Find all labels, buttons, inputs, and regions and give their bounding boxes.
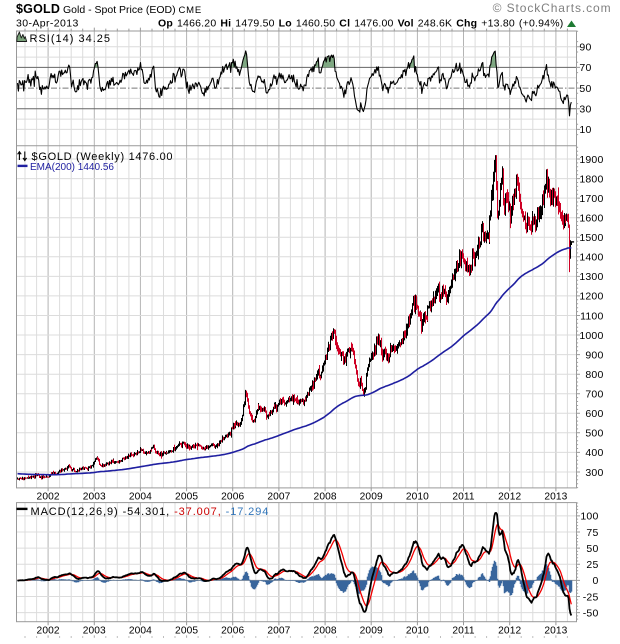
- svg-text:2002: 2002: [37, 492, 60, 503]
- svg-text:2010: 2010: [406, 492, 429, 503]
- svg-text:2004: 2004: [129, 492, 152, 503]
- svg-text:70: 70: [579, 62, 591, 74]
- svg-text:-50: -50: [583, 607, 599, 619]
- svg-text:2008: 2008: [314, 626, 337, 637]
- svg-text:2013: 2013: [544, 492, 567, 503]
- svg-text:2011: 2011: [452, 626, 475, 637]
- svg-text:2012: 2012: [498, 626, 521, 637]
- svg-text:1000: 1000: [579, 330, 603, 342]
- svg-text:1200: 1200: [579, 291, 603, 303]
- svg-text:1800: 1800: [579, 173, 603, 185]
- svg-text:2007: 2007: [267, 626, 290, 637]
- svg-text:30: 30: [579, 104, 591, 116]
- svg-text:30-Apr-2013: 30-Apr-2013: [16, 18, 79, 30]
- svg-text:2006: 2006: [221, 492, 244, 503]
- svg-text:2005: 2005: [175, 626, 198, 637]
- svg-text:2009: 2009: [360, 492, 383, 503]
- svg-text:EMA(200) 1440.56: EMA(200) 1440.56: [30, 162, 114, 173]
- svg-text:50: 50: [579, 83, 591, 95]
- svg-text:400: 400: [585, 447, 603, 459]
- svg-text:Op 1466.20 Hi 1479.50 Lo 1460.: Op 1466.20 Hi 1479.50 Lo 1460.50 Cl 1476…: [158, 18, 563, 30]
- svg-text:1700: 1700: [579, 193, 603, 205]
- svg-text:MACD(12,26,9) -54.301, -37.007: MACD(12,26,9) -54.301, -37.007, -17.294: [31, 506, 270, 518]
- svg-text:RSI(14) 34.25: RSI(14) 34.25: [30, 33, 111, 45]
- svg-text:2006: 2006: [221, 626, 244, 637]
- svg-text:$GOLD (Weekly) 1476.00: $GOLD (Weekly) 1476.00: [32, 151, 174, 163]
- svg-text:25: 25: [586, 559, 598, 571]
- svg-text:2005: 2005: [175, 492, 198, 503]
- svg-text:2008: 2008: [314, 492, 337, 503]
- svg-text:2011: 2011: [452, 492, 475, 503]
- svg-text:$GOLD: $GOLD: [16, 2, 60, 16]
- svg-text:700: 700: [585, 389, 603, 401]
- svg-text:1600: 1600: [579, 213, 603, 225]
- svg-text:800: 800: [585, 369, 603, 381]
- svg-text:2003: 2003: [83, 626, 106, 637]
- svg-text:1300: 1300: [579, 271, 603, 283]
- svg-text:2009: 2009: [360, 626, 383, 637]
- svg-text:90: 90: [579, 42, 591, 54]
- svg-text:50: 50: [586, 543, 598, 555]
- svg-text:1100: 1100: [580, 310, 603, 322]
- svg-text:600: 600: [585, 408, 603, 420]
- svg-text:900: 900: [585, 349, 603, 361]
- svg-text:75: 75: [586, 527, 598, 539]
- svg-text:300: 300: [585, 467, 603, 479]
- svg-text:100: 100: [580, 511, 598, 523]
- svg-text:0: 0: [592, 575, 598, 587]
- svg-text:CME: CME: [179, 5, 203, 16]
- svg-text:1500: 1500: [579, 232, 603, 244]
- svg-text:500: 500: [585, 428, 603, 440]
- svg-text:Gold - Spot Price (EOD): Gold - Spot Price (EOD): [63, 4, 176, 16]
- svg-text:2003: 2003: [83, 492, 106, 503]
- svg-text:10: 10: [579, 124, 591, 136]
- svg-text:2012: 2012: [498, 492, 521, 503]
- svg-text:2007: 2007: [267, 492, 290, 503]
- svg-text:2002: 2002: [37, 626, 60, 637]
- svg-text:1900: 1900: [579, 154, 603, 166]
- svg-text:2010: 2010: [406, 626, 429, 637]
- svg-text:2004: 2004: [129, 626, 152, 637]
- svg-text:1400: 1400: [579, 252, 603, 264]
- svg-text:© StockCharts.com: © StockCharts.com: [493, 1, 612, 15]
- svg-text:-25: -25: [583, 591, 599, 603]
- svg-text:2013: 2013: [544, 626, 567, 637]
